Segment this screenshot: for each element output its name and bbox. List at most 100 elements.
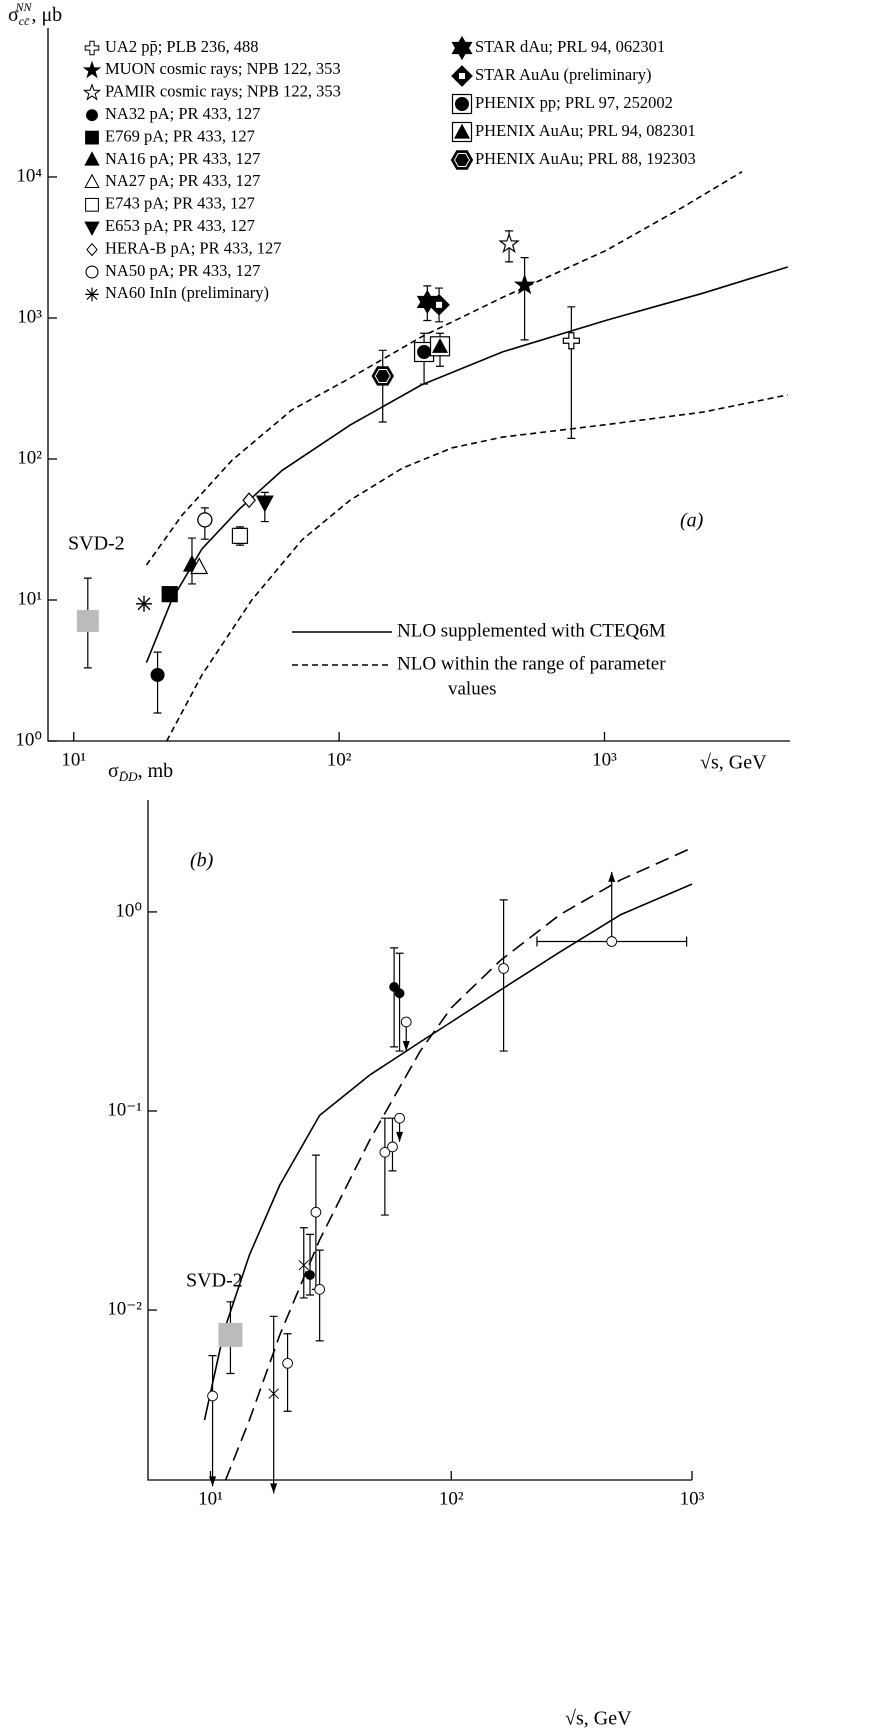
legend-label: E743 pA; PR 433, 127	[105, 194, 255, 213]
marker-part	[84, 173, 100, 189]
y-tick-label: 10¹	[17, 588, 42, 609]
legend-marker	[82, 83, 102, 101]
data-point	[268, 1388, 279, 1399]
svd2-label: SVD-2	[68, 533, 125, 555]
marker-part	[82, 60, 102, 79]
marker-part	[498, 232, 520, 254]
legend-marker	[85, 197, 99, 212]
legend-marker	[451, 65, 473, 87]
data-point	[379, 1146, 391, 1158]
x-tick-label: 10³	[680, 1488, 705, 1509]
marker-part	[374, 368, 391, 383]
error-bar	[536, 871, 688, 947]
marker-part	[305, 1270, 315, 1280]
error-bar	[395, 952, 404, 1052]
marker-part	[82, 83, 102, 101]
data-point	[429, 336, 451, 357]
error-bar	[390, 947, 399, 1048]
data-point	[394, 988, 405, 999]
data-point	[197, 512, 213, 528]
legend-label: NA50 pA; PR 433, 127	[105, 261, 260, 280]
y-label-unit: , μb	[31, 4, 62, 26]
data-point	[231, 527, 249, 544]
marker-part	[606, 936, 618, 947]
error-bar	[388, 1117, 397, 1172]
error-bar	[311, 1154, 320, 1290]
marker-part	[298, 1259, 310, 1271]
data-point	[190, 557, 209, 575]
data-point	[394, 1112, 405, 1124]
data-point	[413, 341, 435, 363]
legend-label: STAR AuAu (preliminary)	[475, 65, 652, 84]
y-label-sub: cc̄	[19, 14, 30, 28]
legend-marker	[86, 109, 98, 122]
legend-label: values	[448, 678, 497, 699]
marker-part	[161, 586, 178, 603]
data-point	[428, 293, 450, 316]
data-point	[400, 1016, 412, 1028]
data-point	[371, 366, 394, 386]
curve	[165, 394, 788, 742]
marker-part	[400, 1016, 412, 1028]
data-point	[498, 963, 509, 974]
x-axis-label: √s, GeV	[700, 752, 767, 774]
y-label-symbol: σ	[108, 760, 119, 782]
error-bar	[420, 332, 429, 385]
curve	[203, 883, 693, 1421]
legend-marker	[451, 35, 473, 61]
marker-part	[453, 123, 471, 139]
legend-marker	[451, 121, 473, 143]
marker-part	[255, 495, 274, 513]
y-axis-label: σcc̄NN, μb	[8, 0, 62, 28]
marker-part	[394, 988, 405, 999]
data-point	[150, 667, 165, 682]
x-tick-label: 10²	[439, 1488, 464, 1509]
panel-label: (b)	[190, 850, 214, 872]
legend-label: MUON cosmic rays; NPB 122, 353	[105, 59, 341, 78]
svd2-marker	[76, 609, 99, 632]
data-point	[305, 1270, 315, 1280]
error-bar	[83, 577, 92, 669]
legend-marker	[86, 242, 98, 257]
marker-part	[314, 1284, 325, 1295]
x-tick-label: 10¹	[61, 749, 86, 770]
legend-marker	[84, 40, 100, 56]
data-point	[387, 1141, 398, 1153]
y-label-symbol: σ	[8, 4, 19, 26]
legend-label: NLO within the range of parameter	[397, 653, 666, 674]
data-point	[606, 936, 618, 947]
legend-marker	[82, 60, 102, 79]
legend-label: UA2 pp̄; PLB 236, 488	[105, 37, 259, 56]
error-bar	[299, 1227, 308, 1299]
marker-part	[436, 301, 443, 308]
marker-part	[86, 242, 98, 257]
data-point	[255, 495, 274, 513]
curve	[145, 171, 743, 566]
error-bar	[505, 230, 514, 263]
error-bar	[499, 899, 508, 1052]
error-bar	[187, 537, 196, 585]
legend-marker	[84, 151, 100, 166]
data-point	[562, 332, 580, 350]
marker-part	[85, 265, 99, 279]
y-tick-label: 10⁰	[15, 729, 42, 750]
marker-part	[207, 1390, 218, 1402]
marker-part	[86, 109, 98, 122]
data-point	[135, 595, 152, 612]
y-tick-label: 10²	[17, 447, 42, 468]
marker-part	[455, 97, 469, 111]
y-label-sub: D̄D	[118, 769, 138, 784]
x-tick-label: 10²	[327, 749, 352, 770]
legend-label: E653 pA; PR 433, 127	[105, 216, 255, 235]
error-bar	[208, 1355, 217, 1487]
y-tick-label: 10⁴	[16, 165, 42, 186]
data-point	[207, 1390, 218, 1402]
y-label-unit: , mb	[138, 760, 174, 782]
error-bar	[153, 651, 162, 714]
legend-label: PHENIX AuAu; PRL 88, 192303	[475, 149, 696, 168]
axes	[147, 800, 692, 1481]
marker-part	[85, 130, 99, 145]
legend-label: PHENIX pp; PRL 97, 252002	[475, 93, 673, 112]
marker-part	[498, 963, 509, 974]
